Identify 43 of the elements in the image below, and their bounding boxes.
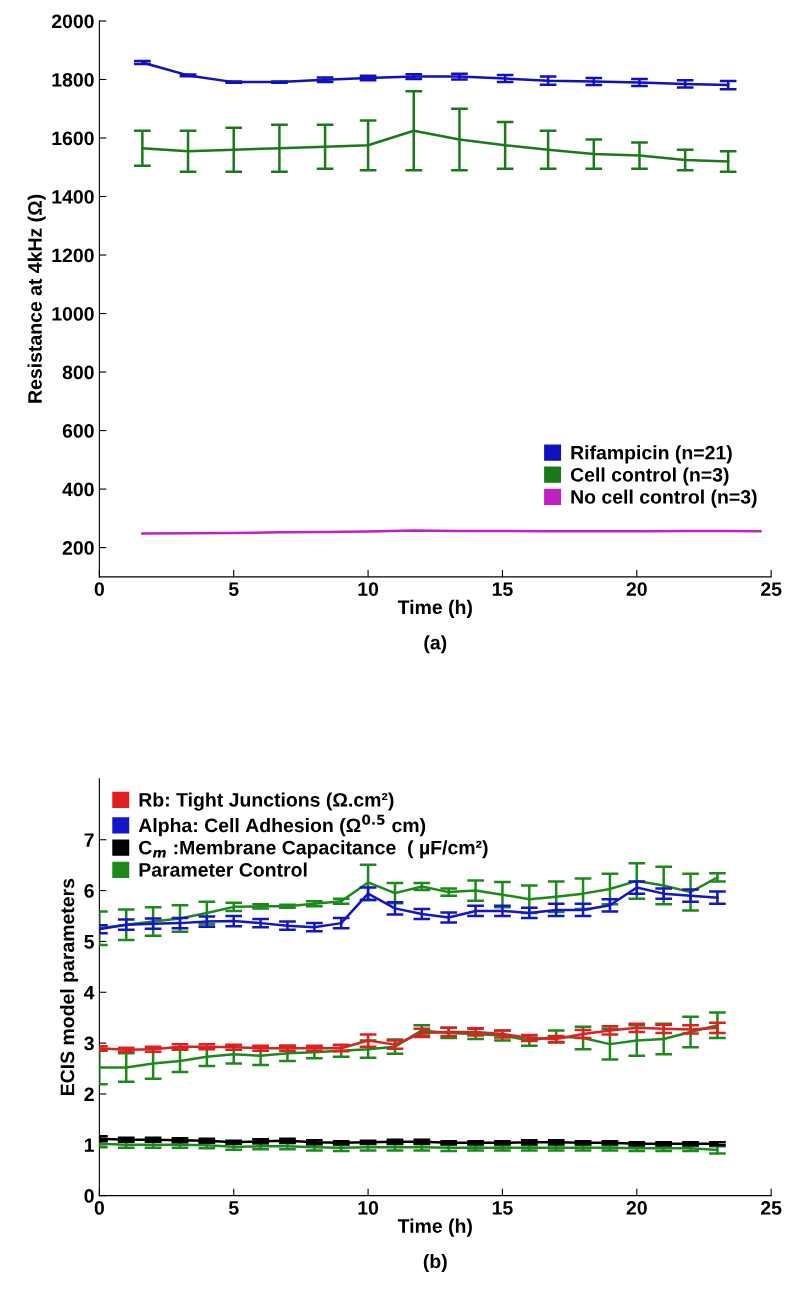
y-tick-label: 6 — [84, 884, 94, 898]
y-tick-label: 1600 — [52, 131, 94, 146]
y-tick-label: 2 — [84, 1087, 94, 1101]
y-tick-label: 200 — [62, 541, 94, 555]
y-tick-label: 1 — [84, 1138, 94, 1152]
x-tick-label: 25 — [761, 1201, 782, 1215]
x-tick-label: 15 — [492, 1201, 513, 1215]
y-tick-label: 5 — [84, 935, 94, 949]
y-tick-label: 7 — [84, 833, 94, 847]
x-axis-title: Time (h) — [397, 1218, 472, 1237]
legend-label: C$_{m}$ :Membrane Capacitance ( µF/cm²) — [139, 840, 488, 859]
text: (a) — [424, 635, 447, 654]
legend-label: Rb: Tight Junctions (Ω.cm²) — [139, 792, 394, 811]
y-tick-label: 1000 — [52, 307, 94, 321]
y-tick-label: 1400 — [52, 189, 94, 204]
text: (b) — [423, 1253, 447, 1273]
x-axis-title: Time (h) — [397, 599, 472, 618]
y-tick-label: 1800 — [52, 72, 94, 87]
x-tick-label: 15 — [492, 582, 513, 596]
y-tick-label: 600 — [62, 424, 94, 438]
y-tick-label: 3 — [84, 1036, 94, 1051]
x-tick-label: 20 — [626, 582, 647, 596]
x-tick-label: 5 — [228, 582, 239, 596]
y-axis-title: Resistance at 4kHz (Ω) — [27, 194, 46, 403]
y-tick-label: 1200 — [52, 248, 94, 263]
x-tick-label: 5 — [228, 1201, 239, 1215]
x-tick-label: 0 — [94, 1201, 104, 1215]
y-tick-label: 800 — [62, 365, 94, 380]
legend-label: Rifampicin (n=21) — [571, 445, 732, 464]
legend-label: No cell control (n=3) — [571, 489, 757, 508]
legend-label: Alpha: Cell Adhesion (Ω$^{0.5}$ cm) — [138, 814, 426, 837]
x-tick-label: 25 — [761, 582, 782, 596]
x-tick-label: 10 — [358, 1201, 379, 1215]
y-tick-label: 400 — [62, 482, 94, 497]
y-tick-label: 4 — [84, 985, 95, 1000]
x-tick-label: 20 — [626, 1201, 647, 1215]
y-axis-title: ECIS model parameters — [60, 878, 79, 1096]
y-tick-label: 0 — [84, 1189, 94, 1203]
legend-label: Parameter Control — [139, 862, 307, 877]
y-tick-label: 2000 — [51, 14, 94, 29]
legend-label: Cell control (n=3) — [570, 467, 729, 486]
x-tick-label: 0 — [94, 582, 104, 596]
x-tick-label: 10 — [358, 582, 379, 596]
